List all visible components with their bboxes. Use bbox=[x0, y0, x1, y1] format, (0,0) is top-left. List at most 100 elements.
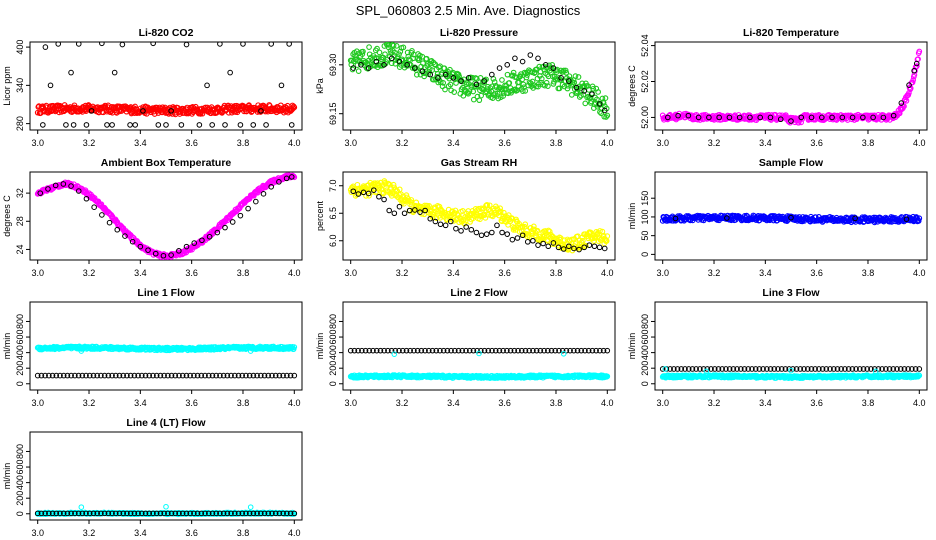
sample-point-pressure bbox=[527, 52, 534, 58]
sample-point-line2 bbox=[444, 347, 451, 354]
band-point-rh bbox=[546, 228, 553, 235]
sample-point-line3 bbox=[703, 368, 710, 375]
sample-point-pressure bbox=[496, 65, 503, 71]
sample-point-line2 bbox=[604, 347, 611, 354]
x-tick-label-co2: 4.0 bbox=[288, 138, 301, 148]
panel-title-rh: Gas Stream RH bbox=[441, 157, 517, 169]
sample-point-rh bbox=[535, 242, 541, 248]
sample-point-line4 bbox=[280, 510, 286, 517]
y-axis-label-line2: ml/min bbox=[315, 333, 325, 360]
sample-point-co2 bbox=[286, 42, 292, 47]
sample-point-line4 bbox=[72, 510, 78, 517]
band-point-pressure bbox=[516, 79, 522, 86]
x-tick-label-line3: 3.0 bbox=[656, 398, 669, 408]
sample-point-rh bbox=[489, 229, 495, 236]
sample-point-rh bbox=[550, 240, 557, 246]
sample-point-co2 bbox=[63, 122, 69, 128]
sample-point-line1 bbox=[172, 372, 179, 379]
sample-point-line3 bbox=[741, 366, 748, 372]
sample-point-rh bbox=[560, 246, 567, 252]
sample-point-line4 bbox=[220, 510, 227, 517]
x-tick-label-line4: 4.0 bbox=[288, 528, 301, 538]
sample-point-line4 bbox=[64, 510, 71, 517]
band-point-rh bbox=[534, 227, 541, 234]
band-point-co2 bbox=[291, 104, 298, 111]
y-tick-label-line1: 0 bbox=[15, 381, 25, 386]
sample-point-temp820 bbox=[736, 114, 743, 121]
sample-point-line1 bbox=[176, 372, 182, 379]
sample-point-line3 bbox=[856, 366, 863, 372]
x-tick-label-line2: 3.6 bbox=[498, 398, 511, 408]
y-axis-label-sample: ml/min bbox=[627, 203, 637, 230]
band-point-temp820 bbox=[916, 48, 923, 55]
y-tick-label-line1: 200 bbox=[15, 361, 25, 376]
sample-point-temp820 bbox=[788, 118, 794, 124]
band-point-pressure bbox=[423, 55, 430, 62]
sample-point-line4 bbox=[142, 510, 149, 517]
band-point-rh bbox=[481, 211, 488, 218]
sample-point-line3 bbox=[916, 366, 923, 372]
sample-point-temp820 bbox=[880, 114, 887, 121]
sample-point-sample bbox=[724, 215, 730, 221]
series-pressure-1 bbox=[350, 52, 608, 114]
panel-title-line3: Line 3 Flow bbox=[762, 287, 820, 299]
sample-point-rh bbox=[453, 225, 459, 232]
sample-point-line1 bbox=[79, 372, 86, 379]
sample-point-line2 bbox=[391, 351, 398, 357]
sample-point-line1 bbox=[202, 372, 208, 379]
band-point-pressure bbox=[595, 89, 601, 95]
sample-point-line1 bbox=[150, 372, 156, 379]
sample-point-line4 bbox=[247, 504, 254, 510]
x-tick-label-boxtemp: 3.8 bbox=[237, 268, 250, 278]
sample-point-line1 bbox=[90, 372, 97, 379]
sample-point-rh bbox=[406, 207, 413, 214]
sample-point-line1 bbox=[168, 372, 175, 379]
sample-point-line1 bbox=[101, 372, 108, 379]
sample-point-rh bbox=[571, 245, 577, 252]
sample-point-line4 bbox=[153, 510, 160, 517]
x-tick-label-line4: 3.0 bbox=[31, 528, 44, 538]
sample-point-line4 bbox=[163, 503, 169, 510]
panel-title-co2: Li-820 CO2 bbox=[139, 27, 194, 39]
sample-point-line2 bbox=[563, 347, 570, 354]
sample-point-line4 bbox=[183, 510, 190, 517]
sample-point-pressure bbox=[427, 71, 434, 78]
y-tick-label-sample: 0 bbox=[640, 252, 650, 257]
sample-point-co2 bbox=[150, 42, 156, 47]
x-tick-label-line2: 3.8 bbox=[550, 398, 563, 408]
sample-point-line1 bbox=[254, 372, 260, 379]
x-tick-label-pressure: 3.8 bbox=[550, 138, 563, 148]
y-tick-label-line3: 800 bbox=[640, 314, 650, 329]
band-point-rh bbox=[459, 208, 466, 214]
panel-title-pressure: Li-820 Pressure bbox=[440, 27, 518, 39]
band-point-rh bbox=[436, 203, 443, 210]
sample-point-line1 bbox=[112, 372, 119, 379]
sample-point-boxtemp bbox=[37, 190, 44, 196]
series-co2-0 bbox=[34, 102, 298, 118]
sample-point-rh bbox=[365, 190, 372, 197]
sample-point-line3 bbox=[760, 366, 766, 372]
series-line2-1 bbox=[347, 347, 611, 354]
sample-point-boxtemp bbox=[152, 250, 159, 257]
sample-point-line4 bbox=[287, 510, 294, 517]
series-temp820-1 bbox=[665, 60, 920, 124]
sample-point-pressure bbox=[388, 55, 395, 62]
sample-point-line4 bbox=[165, 510, 171, 517]
sample-point-co2 bbox=[70, 122, 77, 128]
sample-point-temp820 bbox=[767, 114, 774, 121]
sample-point-co2 bbox=[178, 122, 185, 128]
sample-point-line3 bbox=[711, 366, 718, 372]
sample-point-boxtemp bbox=[83, 195, 90, 202]
band-point-pressure bbox=[447, 81, 454, 88]
series-temp820-0 bbox=[659, 48, 923, 126]
sample-point-pressure bbox=[489, 71, 495, 78]
sample-point-line1 bbox=[187, 372, 193, 379]
sample-point-line1 bbox=[78, 348, 85, 354]
sample-point-line1 bbox=[224, 372, 231, 379]
sample-point-line1 bbox=[239, 372, 246, 379]
panel-title-temp820: Li-820 Temperature bbox=[743, 27, 839, 39]
band-point-pressure bbox=[602, 95, 609, 102]
y-tick-label-rh: 7.0 bbox=[328, 179, 338, 192]
series-line2-0 bbox=[347, 372, 611, 381]
